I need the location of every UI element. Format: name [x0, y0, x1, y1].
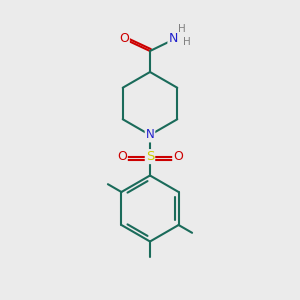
Text: H: H [183, 37, 191, 47]
Text: O: O [119, 32, 129, 46]
Text: N: N [168, 32, 178, 45]
Text: O: O [173, 150, 183, 163]
Text: H: H [178, 24, 186, 34]
Text: N: N [146, 128, 154, 142]
Text: S: S [146, 150, 154, 163]
Text: O: O [117, 150, 127, 163]
